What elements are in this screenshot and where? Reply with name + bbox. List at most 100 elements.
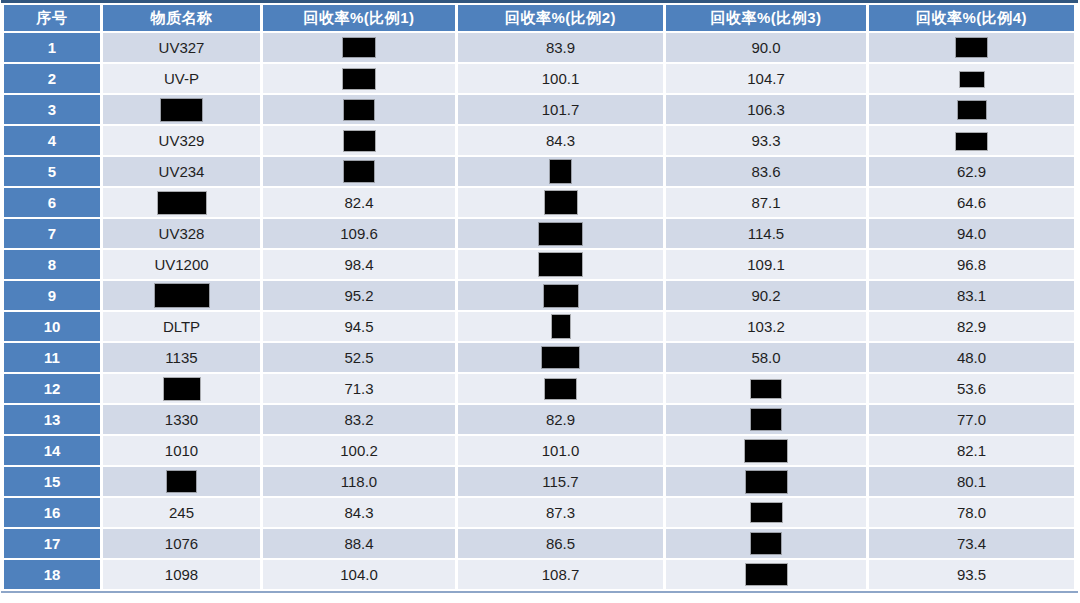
- redaction-box: [960, 72, 984, 87]
- recovery-ratio4-cell: [869, 64, 1074, 93]
- table-row: 181098104.0108.793.5: [4, 560, 1074, 589]
- row-number-cell: 15: [4, 467, 100, 496]
- redaction-box: [343, 38, 375, 57]
- redaction-box: [539, 253, 582, 276]
- recovery-ratio2-cell: 84.3: [458, 126, 663, 155]
- recovery-ratio2-cell: [458, 312, 663, 341]
- recovery-ratio1-cell: [263, 157, 455, 186]
- table-row: 1UV32783.990.0: [4, 33, 1074, 62]
- column-header-recovery-ratio2: 回收率%(比例2): [458, 5, 663, 31]
- recovery-ratio3-cell: 103.2: [666, 312, 866, 341]
- redaction-box: [161, 99, 202, 121]
- row-number-cell: 2: [4, 64, 100, 93]
- recovery-ratio1-cell: 98.4: [263, 250, 455, 279]
- recovery-ratio4-cell: 62.9: [869, 157, 1074, 186]
- recovery-ratio3-cell: [666, 436, 866, 465]
- substance-name-cell: [103, 281, 260, 310]
- table-row: 3101.7106.3: [4, 95, 1074, 124]
- recovery-ratio1-cell: 118.0: [263, 467, 455, 496]
- redaction-box: [158, 192, 206, 214]
- redaction-box: [956, 38, 987, 57]
- substance-name-cell: [103, 374, 260, 403]
- substance-name-cell: 1010: [103, 436, 260, 465]
- recovery-ratio2-cell: [458, 343, 663, 372]
- recovery-ratio1-cell: 83.2: [263, 405, 455, 434]
- redaction-box: [552, 315, 570, 338]
- table-row: 15 118.0115.7 80.1: [4, 467, 1074, 496]
- redaction-box: [745, 440, 787, 462]
- recovery-ratio1-cell: [263, 64, 455, 93]
- row-number-cell: 6: [4, 188, 100, 217]
- substance-name-cell: 1330: [103, 405, 260, 434]
- recovery-ratio1-cell: [263, 95, 455, 124]
- table-row: 995.290.283.1: [4, 281, 1074, 310]
- recovery-ratio4-cell: 93.5: [869, 560, 1074, 589]
- table-row: 13133083.282.977.0: [4, 405, 1074, 434]
- substance-name-cell: [103, 188, 260, 217]
- redaction-box: [751, 380, 781, 398]
- redaction-box: [167, 471, 196, 492]
- redaction-box: [746, 471, 787, 493]
- redaction-box: [958, 101, 986, 119]
- table-row: 682.487.164.6: [4, 188, 1074, 217]
- recovery-ratio1-cell: 84.3: [263, 498, 455, 527]
- recovery-ratio4-cell: 53.6: [869, 374, 1074, 403]
- row-number-cell: 13: [4, 405, 100, 434]
- recovery-ratio3-cell: 114.5: [666, 219, 866, 248]
- recovery-table: 序号 物质名称 回收率%(比例1) 回收率%(比例2) 回收率%(比例3) 回收…: [1, 3, 1077, 591]
- column-header-recovery-ratio3: 回收率%(比例3): [666, 5, 866, 31]
- table-header: 序号 物质名称 回收率%(比例1) 回收率%(比例2) 回收率%(比例3) 回收…: [4, 5, 1074, 31]
- row-number-cell: 3: [4, 95, 100, 124]
- recovery-ratio4-cell: 64.6: [869, 188, 1074, 217]
- redaction-box: [545, 191, 577, 214]
- recovery-ratio2-cell: [458, 188, 663, 217]
- substance-name-cell: 1098: [103, 560, 260, 589]
- column-header-recovery-ratio4: 回收率%(比例4): [869, 5, 1074, 31]
- recovery-ratio4-cell: 96.8: [869, 250, 1074, 279]
- recovery-ratio4-cell: 80.1: [869, 467, 1074, 496]
- recovery-ratio4-cell: 82.1: [869, 436, 1074, 465]
- redaction-box: [344, 131, 375, 151]
- recovery-ratio1-cell: 104.0: [263, 560, 455, 589]
- redaction-box: [746, 564, 787, 585]
- recovery-ratio4-cell: 82.9: [869, 312, 1074, 341]
- recovery-ratio4-cell: 73.4: [869, 529, 1074, 558]
- recovery-ratio1-cell: 88.4: [263, 529, 455, 558]
- recovery-ratio3-cell: [666, 529, 866, 558]
- recovery-ratio3-cell: 109.1: [666, 250, 866, 279]
- recovery-ratio2-cell: 101.0: [458, 436, 663, 465]
- column-header-index: 序号: [4, 5, 100, 31]
- recovery-ratio2-cell: 86.5: [458, 529, 663, 558]
- redaction-box: [343, 69, 375, 89]
- substance-name-cell: DLTP: [103, 312, 260, 341]
- recovery-ratio1-cell: 82.4: [263, 188, 455, 217]
- recovery-ratio3-cell: 58.0: [666, 343, 866, 372]
- row-number-cell: 16: [4, 498, 100, 527]
- recovery-ratio4-cell: [869, 95, 1074, 124]
- recovery-ratio1-cell: 100.2: [263, 436, 455, 465]
- row-number-cell: 8: [4, 250, 100, 279]
- substance-name-cell: [103, 95, 260, 124]
- recovery-ratio1-cell: [263, 126, 455, 155]
- redaction-box: [542, 347, 579, 368]
- table-row: 7UV328109.6114.594.0: [4, 219, 1074, 248]
- row-number-cell: 7: [4, 219, 100, 248]
- substance-name-cell: 1135: [103, 343, 260, 372]
- recovery-ratio3-cell: 83.6: [666, 157, 866, 186]
- recovery-ratio4-cell: [869, 126, 1074, 155]
- table-row: 141010100.2101.082.1: [4, 436, 1074, 465]
- recovery-ratio2-cell: [458, 157, 663, 186]
- row-number-cell: 1: [4, 33, 100, 62]
- recovery-ratio4-cell: 94.0: [869, 219, 1074, 248]
- recovery-ratio2-cell: 115.7: [458, 467, 663, 496]
- recovery-ratio2-cell: 83.9: [458, 33, 663, 62]
- recovery-ratio3-cell: 90.2: [666, 281, 866, 310]
- recovery-ratio3-cell: 93.3: [666, 126, 866, 155]
- recovery-ratio1-cell: [263, 33, 455, 62]
- column-header-substance: 物质名称: [103, 5, 260, 31]
- row-number-cell: 11: [4, 343, 100, 372]
- redaction-box: [751, 533, 781, 554]
- redaction-box: [539, 223, 582, 245]
- recovery-ratio3-cell: [666, 374, 866, 403]
- redaction-box: [550, 160, 571, 183]
